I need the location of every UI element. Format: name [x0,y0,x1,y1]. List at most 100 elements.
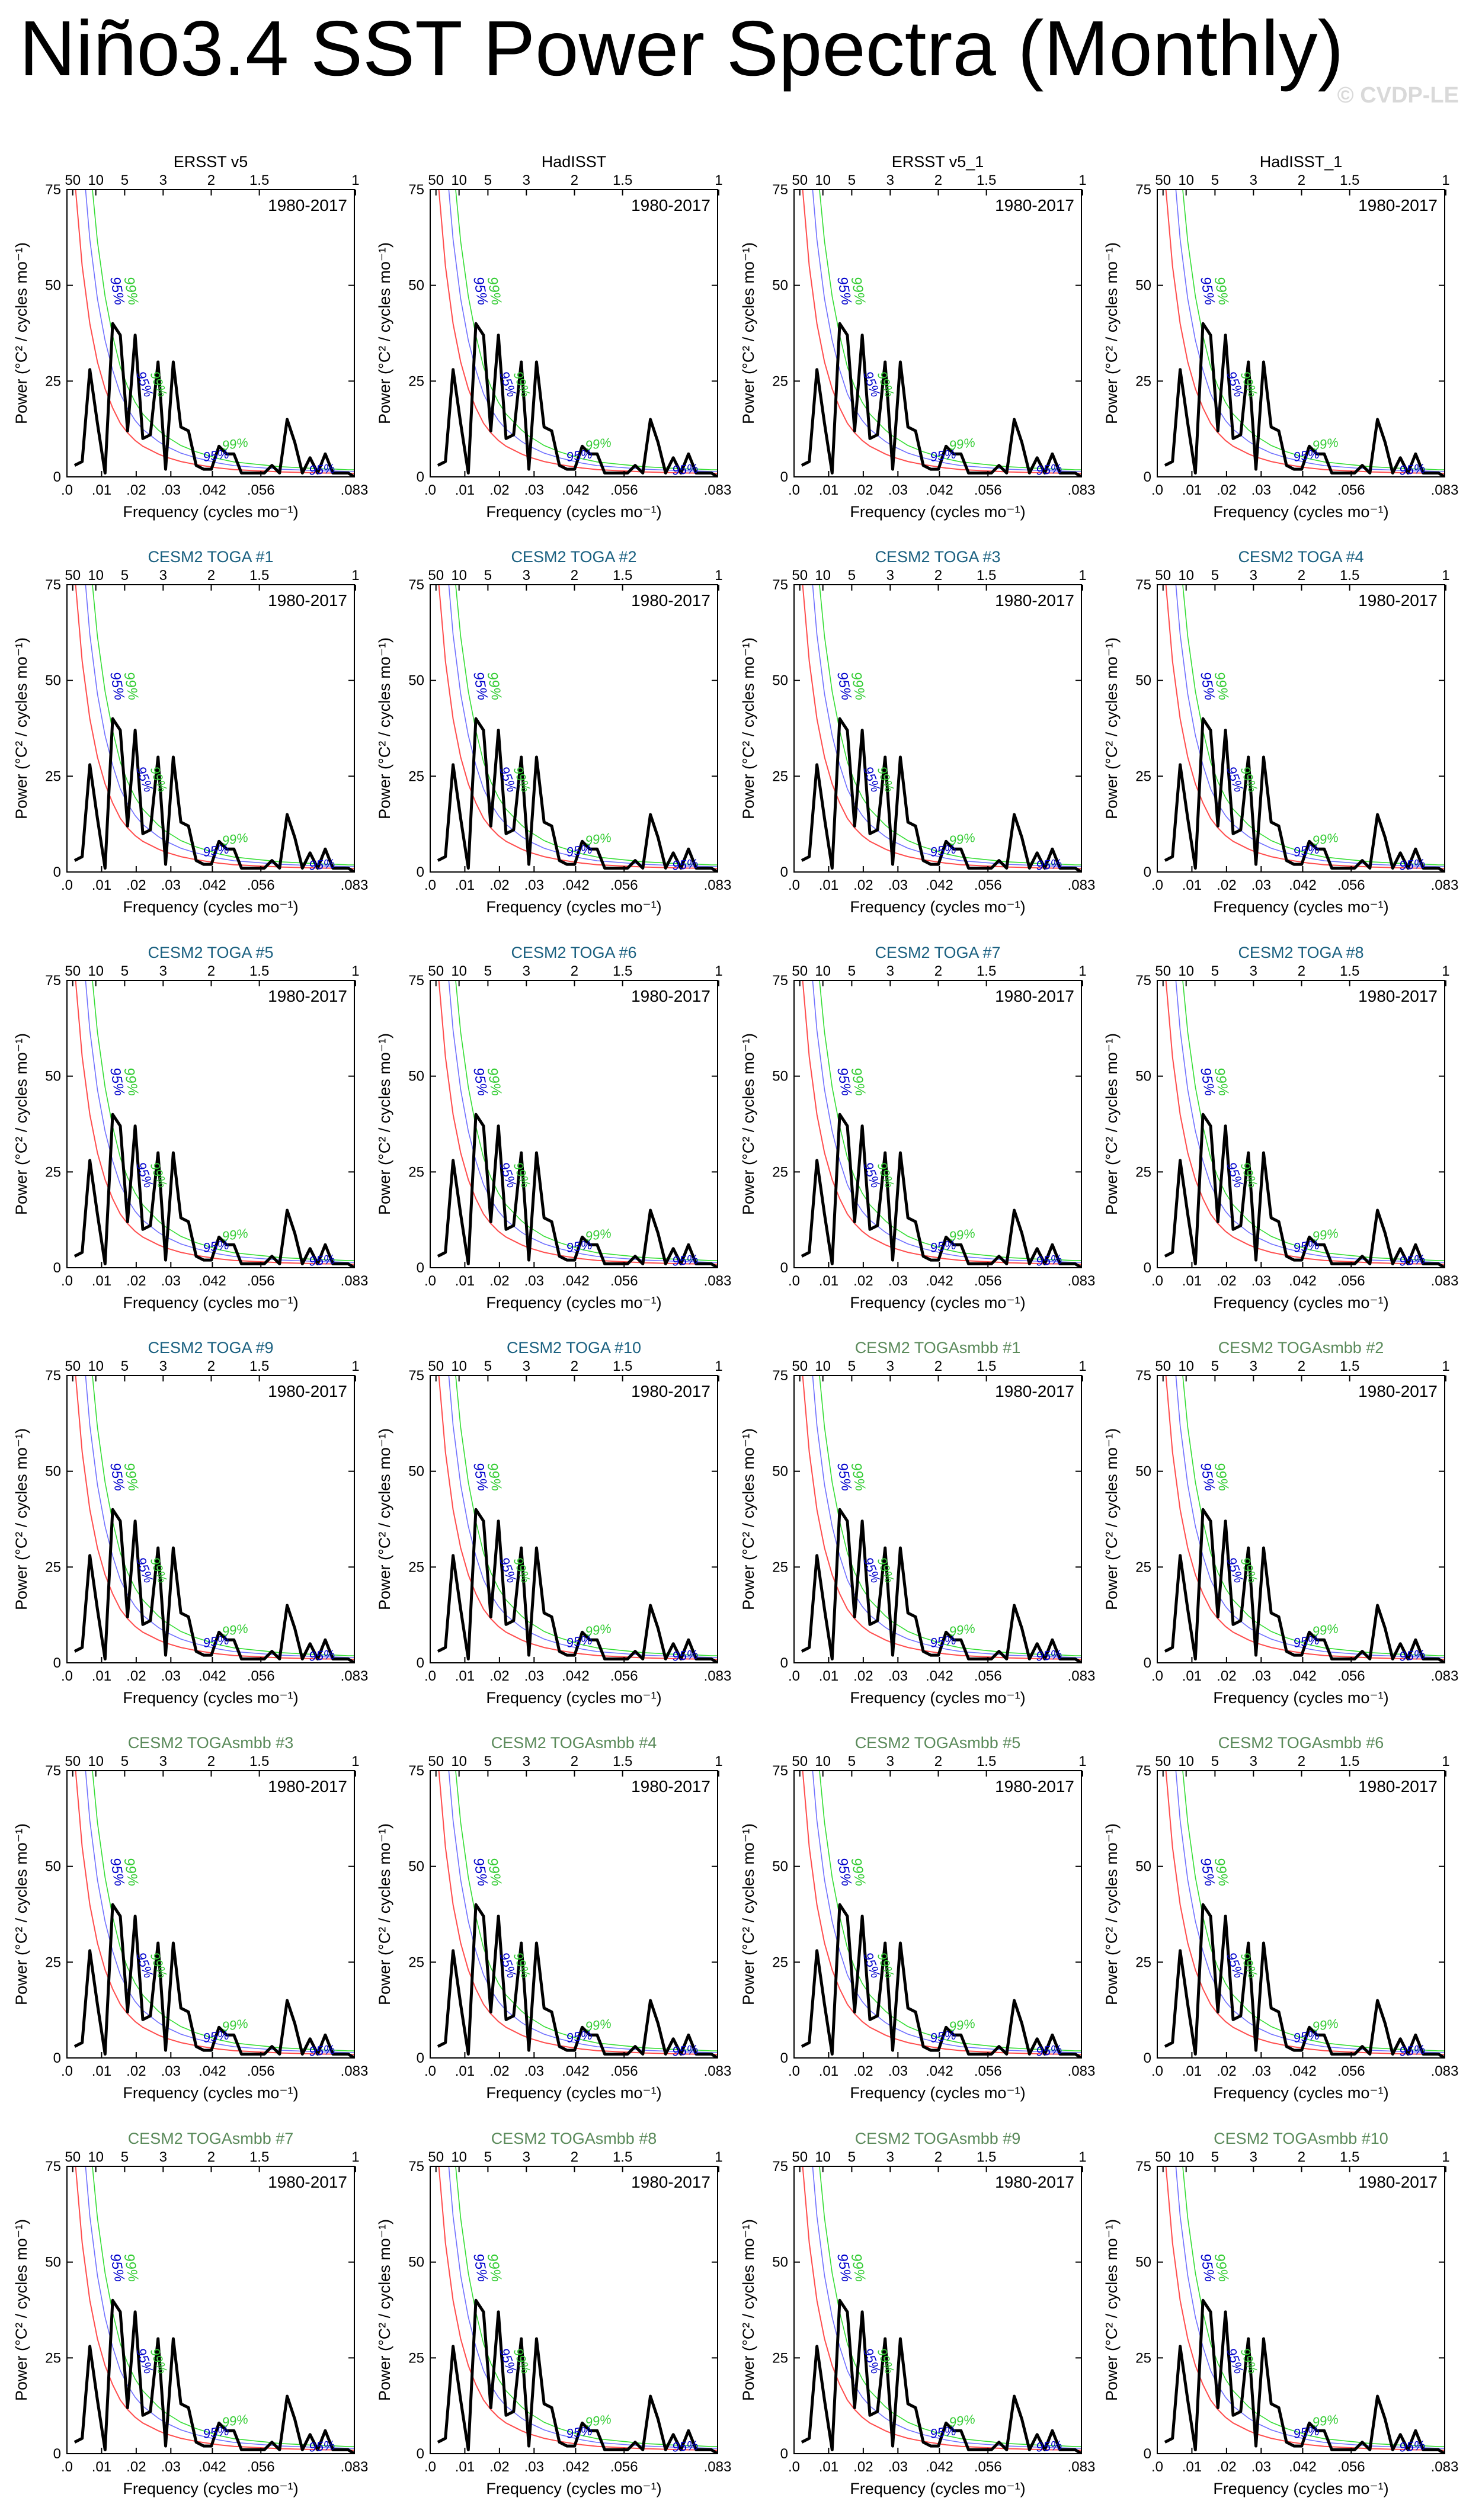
x-axis-label: Frequency (cycles mo⁻¹) [1213,2480,1388,2497]
sig95-label: 95% [1292,1237,1320,1255]
top-tick-label: 10 [451,568,467,583]
top-tick-label: 50 [428,172,444,188]
top-tick-label: 1 [1078,172,1086,188]
panel-title: CESM2 TOGAsmbb #3 [128,1734,294,1752]
x-tick-label: .042 [562,2063,590,2079]
panel-title: ERSST v5_1 [892,153,984,171]
x-tick-label: .0 [1151,877,1163,893]
top-tick-label: 1 [715,2149,722,2165]
sig95-label: 95% [308,2438,335,2455]
plot-frame [430,1375,718,1663]
x-tick-label: .01 [92,482,111,498]
panel-title: CESM2 TOGA #4 [1238,548,1363,566]
y-tick-label: 75 [45,182,61,198]
top-tick-label: 10 [1178,172,1194,188]
top-tick-label: 5 [848,963,856,979]
y-tick-label: 50 [772,1069,788,1085]
curves [437,1771,718,2058]
sig95-curve [85,190,354,472]
period-label: 1980-2017 [1358,196,1438,214]
y-tick-label: 50 [408,278,424,294]
top-tick-label: 1 [351,172,359,188]
top-tick-label: 3 [886,1753,894,1769]
x-tick-label: .083 [1068,2063,1096,2079]
red-noise-curve [438,980,718,1265]
top-tick-label: 3 [1250,172,1257,188]
top-tick-label: 2 [1298,172,1305,188]
panel-23: CESM2 TOGAsmbb #995%99%95%99%95%99%95%.0… [740,2130,1095,2497]
x-tick-label: .01 [1182,2063,1202,2079]
x-axis-label: Frequency (cycles mo⁻¹) [850,2480,1025,2497]
x-tick-label: .0 [61,2459,73,2475]
period-label: 1980-2017 [631,2173,710,2191]
y-tick-label: 50 [45,2255,61,2271]
top-tick-label: 3 [886,963,894,979]
top-tick-label: 2 [207,2149,215,2165]
x-tick-label: .083 [1068,877,1096,893]
x-tick-label: .01 [1182,877,1202,893]
top-tick-label: 1.5 [977,963,996,979]
top-tick-label: 2 [934,1753,942,1769]
y-tick-label: 25 [772,1559,788,1575]
y-tick-label: 0 [780,1655,788,1671]
x-axis-label: Frequency (cycles mo⁻¹) [1213,2084,1388,2102]
top-tick-label: 50 [65,1358,81,1374]
curves [73,190,354,477]
y-tick-label: 75 [1135,973,1151,989]
y-axis-label: Power (°C² / cycles mo⁻¹) [12,242,30,424]
power-spectrum-line [437,2298,718,2454]
x-axis-label: Frequency (cycles mo⁻¹) [123,2480,298,2497]
x-tick-label: .0 [61,482,73,498]
sig95-label: 95% [1292,2423,1320,2441]
panel-2: HadISST95%99%95%99%95%99%95%.0.01.02.03.… [376,153,731,521]
x-tick-label: .083 [1068,1668,1096,1684]
y-axis-label: Power (°C² / cycles mo⁻¹) [740,1033,757,1215]
x-tick-label: .042 [199,2459,226,2475]
x-tick-label: .02 [489,482,509,498]
y-tick-label: 50 [1135,2255,1151,2271]
sig99-label: 99% [948,1621,976,1639]
top-tick-label: 2 [1298,963,1305,979]
power-spectrum-line [1164,1508,1445,1663]
plot-frame [430,584,718,873]
x-tick-label: .042 [926,482,953,498]
sig95-label: 95% [1035,2042,1062,2059]
plot-frame [1157,2166,1445,2454]
panel-24: CESM2 TOGAsmbb #1095%99%95%99%95%99%95%.… [1103,2130,1458,2497]
top-tick-label: 1 [715,963,722,979]
y-tick-label: 75 [772,973,788,989]
x-tick-label: .083 [341,1273,369,1289]
x-axis-label: Frequency (cycles mo⁻¹) [1213,1689,1388,1707]
red-noise-curve [75,585,354,870]
x-tick-label: .056 [610,482,638,498]
x-tick-label: .03 [888,482,908,498]
y-tick-label: 50 [772,2255,788,2271]
period-label: 1980-2017 [995,1777,1074,1796]
sig99-label: 99% [221,1621,249,1639]
x-tick-label: .042 [1289,877,1317,893]
y-tick-label: 50 [45,1859,61,1875]
top-tick-label: 1.5 [977,1753,996,1769]
sig99-label: 99% [584,2412,612,2430]
top-tick-label: 50 [792,1753,808,1769]
top-tick-label: 2 [571,1358,578,1374]
period-label: 1980-2017 [631,1382,710,1400]
top-tick-label: 10 [815,1358,831,1374]
top-tick-label: 3 [159,1358,167,1374]
x-tick-label: .01 [819,482,838,498]
x-tick-label: .0 [424,1273,436,1289]
y-tick-label: 25 [408,1164,424,1180]
x-axis-label: Frequency (cycles mo⁻¹) [123,898,298,916]
sig95-label: 95% [202,2027,230,2046]
figure-title: Niño3.4 SST Power Spectra (Monthly) [19,5,1344,92]
top-tick-label: 10 [88,963,104,979]
top-tick-label: 2 [571,568,578,583]
top-tick-label: 2 [571,2149,578,2165]
y-tick-label: 50 [1135,278,1151,294]
x-tick-label: .03 [524,877,544,893]
y-tick-label: 0 [780,864,788,880]
plot-frame [66,584,355,873]
x-tick-label: .042 [199,877,226,893]
sig95-label: 95% [1398,1647,1426,1664]
x-tick-label: .042 [562,2459,590,2475]
